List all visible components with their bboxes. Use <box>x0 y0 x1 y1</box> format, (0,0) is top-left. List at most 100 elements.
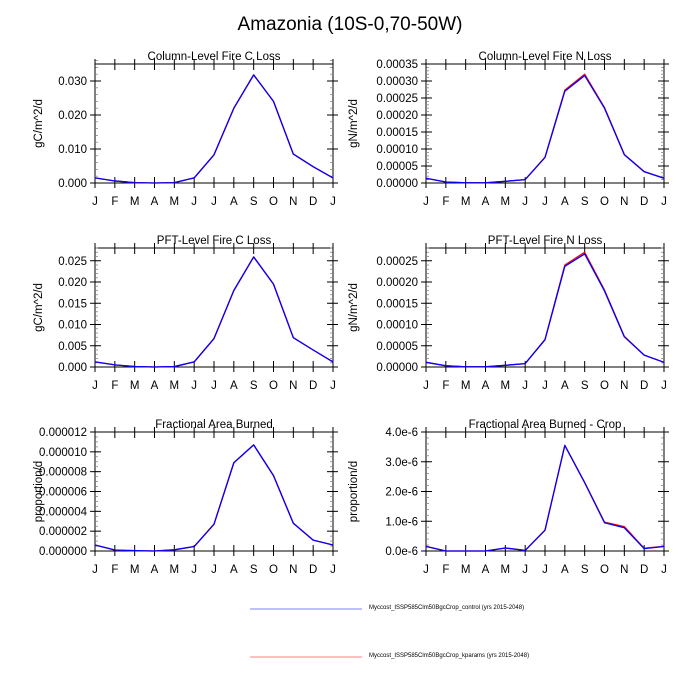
x-tick-label: N <box>620 564 628 576</box>
plot-frame <box>425 247 665 368</box>
y-tick-label: 0.000000 <box>39 546 87 558</box>
y-axis-label: proportion/d <box>33 461 45 522</box>
y-tick-label: 0.020 <box>58 110 87 122</box>
plot-frame <box>94 247 334 368</box>
x-tick-label: J <box>423 380 429 392</box>
chart-panel-5: Fractional Area Burned 0.000000 0.000002 0.… <box>33 419 338 576</box>
y-tick-label: 0.000 <box>58 362 87 374</box>
chart-panel-2: Column-Level Fire N Loss 0.00000 0.00005 0.… <box>348 51 669 208</box>
series-line-kparams <box>94 256 334 368</box>
plot-frame <box>94 63 334 184</box>
x-tick-label: A <box>561 196 569 208</box>
x-tick-label: A <box>561 380 569 392</box>
y-tick-label: 0.00035 <box>376 59 418 71</box>
y-tick-label: 0.00015 <box>376 127 418 139</box>
y-tick-label: 4.0e-6 <box>385 427 418 439</box>
x-tick-label: S <box>581 196 589 208</box>
x-tick-label: A <box>230 380 238 392</box>
x-tick-label: J <box>661 196 667 208</box>
plot-frame <box>425 431 665 552</box>
y-tick-label: 2.0e-6 <box>385 487 418 499</box>
plot-frame <box>94 431 334 552</box>
x-tick-label: D <box>640 196 648 208</box>
y-tick-label: 0.015 <box>58 298 87 310</box>
x-tick-label: F <box>111 564 118 576</box>
x-tick-label: M <box>501 380 511 392</box>
y-tick-label: 0.00030 <box>376 76 418 88</box>
x-tick-label: S <box>250 564 258 576</box>
x-tick-label: F <box>111 380 118 392</box>
y-tick-label: 0.0e-6 <box>385 546 418 558</box>
x-tick-label: J <box>191 380 197 392</box>
y-tick-label: 0.00005 <box>376 341 418 353</box>
x-tick-label: J <box>211 380 217 392</box>
x-tick-label: O <box>269 196 278 208</box>
y-axis-label: gN/m^2/d <box>348 283 360 332</box>
y-tick-label: 0.000002 <box>39 526 87 538</box>
x-tick-label: J <box>661 380 667 392</box>
y-tick-label: 0.000008 <box>39 467 87 479</box>
x-tick-label: S <box>581 380 589 392</box>
x-tick-label: J <box>92 564 98 576</box>
y-axis-label: gC/m^2/d <box>33 283 45 332</box>
x-tick-label: M <box>461 564 471 576</box>
y-tick-label: 0.00000 <box>376 178 418 190</box>
x-tick-label: J <box>661 564 667 576</box>
x-tick-label: N <box>620 380 628 392</box>
series-line-kparams <box>94 74 334 184</box>
x-tick-label: S <box>581 564 589 576</box>
y-tick-label: 0.00025 <box>376 256 418 268</box>
x-tick-label: F <box>442 380 449 392</box>
x-tick-label: J <box>423 564 429 576</box>
y-tick-label: 0.00010 <box>376 144 418 156</box>
y-tick-label: 0.020 <box>58 277 87 289</box>
panel-title: PFT-Level Fire N Loss <box>488 235 603 247</box>
x-tick-label: J <box>191 564 197 576</box>
x-tick-label: O <box>600 564 609 576</box>
x-tick-label: A <box>561 564 569 576</box>
y-tick-label: 0.030 <box>58 76 87 88</box>
plot-frame <box>425 63 665 184</box>
x-tick-label: M <box>501 564 511 576</box>
panel-title: Fractional Area Burned - Crop <box>469 419 622 431</box>
y-tick-label: 1.0e-6 <box>385 516 418 528</box>
legend-label-control: Myccost_ISSP585Clm50BgcCrop_control (yrs… <box>369 605 525 611</box>
x-tick-label: M <box>461 380 471 392</box>
y-axis-label: gN/m^2/d <box>348 99 360 148</box>
x-tick-label: J <box>330 380 336 392</box>
x-tick-label: M <box>170 196 180 208</box>
series-line-kparams <box>94 444 334 552</box>
x-tick-label: J <box>522 564 528 576</box>
y-tick-label: 0.000012 <box>39 427 87 439</box>
panel-title: Column-Level Fire C Loss <box>148 51 281 63</box>
x-tick-label: J <box>542 564 548 576</box>
panel-title: PFT-Level Fire C Loss <box>157 235 272 247</box>
x-tick-label: J <box>92 380 98 392</box>
series-line-kparams <box>425 73 665 184</box>
x-tick-label: A <box>482 380 490 392</box>
x-tick-label: D <box>309 380 317 392</box>
panel-title: Column-Level Fire N Loss <box>479 51 612 63</box>
chart-panel-3: PFT-Level Fire C Loss 0.000 0.005 0.010 0.01… <box>33 235 338 392</box>
y-tick-label: 0.010 <box>58 320 87 332</box>
x-tick-label: A <box>230 564 238 576</box>
y-tick-label: 0.00005 <box>376 161 418 173</box>
chart-panel-4: PFT-Level Fire N Loss 0.00000 0.00005 0.000… <box>348 235 669 392</box>
x-tick-label: J <box>191 196 197 208</box>
x-tick-label: J <box>542 196 548 208</box>
series-line-control <box>94 74 334 184</box>
x-tick-label: J <box>92 196 98 208</box>
series-line-kparams <box>425 251 665 368</box>
y-tick-label: 0.00000 <box>376 362 418 374</box>
x-tick-label: J <box>522 196 528 208</box>
y-tick-label: 0.000006 <box>39 487 87 499</box>
figure-title: Amazonia (10S-0,70-50W) <box>237 14 463 35</box>
x-tick-label: A <box>151 564 159 576</box>
y-tick-label: 0.000004 <box>39 506 88 518</box>
series-line-control <box>425 253 665 368</box>
x-tick-label: J <box>423 196 429 208</box>
x-tick-label: F <box>442 196 449 208</box>
x-tick-label: A <box>482 564 490 576</box>
y-tick-label: 0.000 <box>58 178 87 190</box>
x-tick-label: J <box>522 380 528 392</box>
